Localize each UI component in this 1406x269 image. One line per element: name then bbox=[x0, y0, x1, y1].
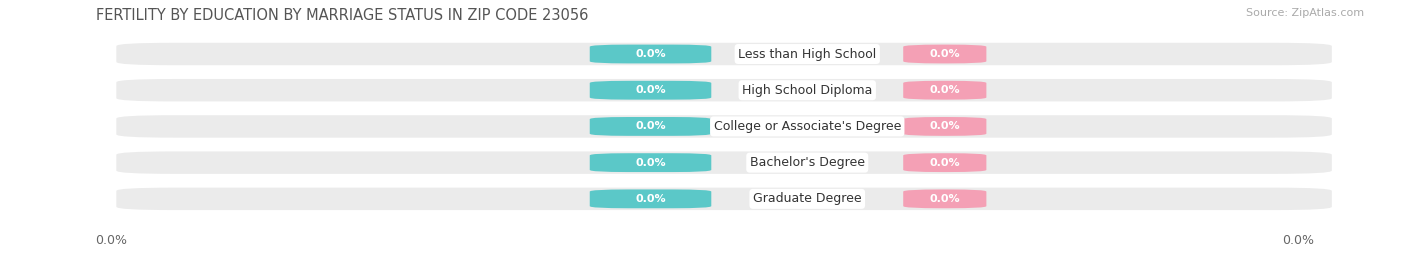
Text: 0.0%: 0.0% bbox=[636, 158, 666, 168]
Text: Bachelor's Degree: Bachelor's Degree bbox=[749, 156, 865, 169]
Text: FERTILITY BY EDUCATION BY MARRIAGE STATUS IN ZIP CODE 23056: FERTILITY BY EDUCATION BY MARRIAGE STATU… bbox=[96, 8, 588, 23]
FancyBboxPatch shape bbox=[903, 81, 987, 100]
FancyBboxPatch shape bbox=[589, 81, 711, 100]
FancyBboxPatch shape bbox=[117, 188, 1331, 210]
FancyBboxPatch shape bbox=[589, 153, 711, 172]
Text: 0.0%: 0.0% bbox=[929, 194, 960, 204]
FancyBboxPatch shape bbox=[117, 43, 1331, 65]
Text: 0.0%: 0.0% bbox=[929, 49, 960, 59]
FancyBboxPatch shape bbox=[903, 45, 987, 63]
Text: Graduate Degree: Graduate Degree bbox=[754, 192, 862, 205]
FancyBboxPatch shape bbox=[117, 79, 1331, 101]
Text: 0.0%: 0.0% bbox=[636, 121, 666, 132]
Text: 0.0%: 0.0% bbox=[636, 194, 666, 204]
FancyBboxPatch shape bbox=[903, 153, 987, 172]
Text: College or Associate's Degree: College or Associate's Degree bbox=[714, 120, 901, 133]
Text: Less than High School: Less than High School bbox=[738, 48, 876, 61]
FancyBboxPatch shape bbox=[117, 115, 1331, 138]
Text: Source: ZipAtlas.com: Source: ZipAtlas.com bbox=[1246, 8, 1364, 18]
FancyBboxPatch shape bbox=[117, 151, 1331, 174]
Text: 0.0%: 0.0% bbox=[929, 158, 960, 168]
Text: 0.0%: 0.0% bbox=[1282, 235, 1315, 247]
Text: 0.0%: 0.0% bbox=[929, 121, 960, 132]
Text: 0.0%: 0.0% bbox=[929, 85, 960, 95]
FancyBboxPatch shape bbox=[903, 117, 987, 136]
FancyBboxPatch shape bbox=[589, 45, 711, 63]
Text: 0.0%: 0.0% bbox=[636, 49, 666, 59]
FancyBboxPatch shape bbox=[589, 117, 711, 136]
FancyBboxPatch shape bbox=[903, 189, 987, 208]
FancyBboxPatch shape bbox=[589, 189, 711, 208]
Text: 0.0%: 0.0% bbox=[636, 85, 666, 95]
Text: High School Diploma: High School Diploma bbox=[742, 84, 873, 97]
Text: 0.0%: 0.0% bbox=[96, 235, 128, 247]
